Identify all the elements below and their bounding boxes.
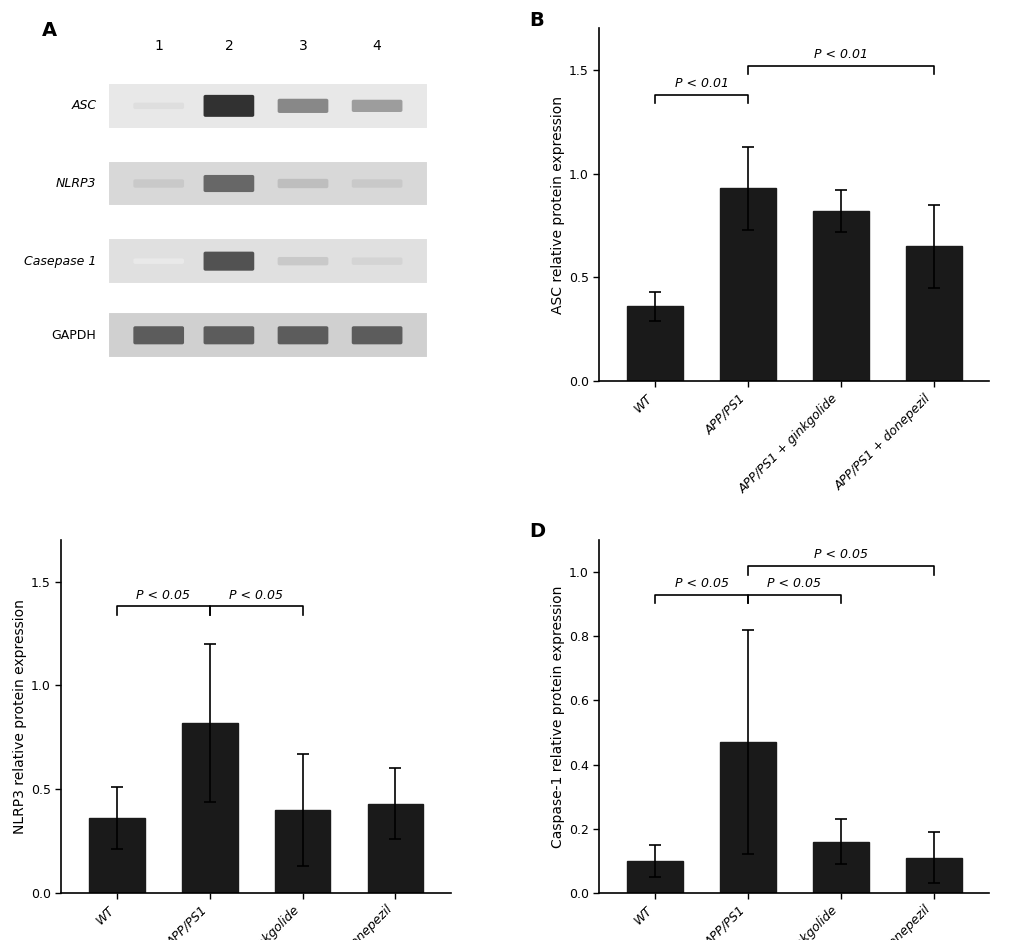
FancyBboxPatch shape — [108, 238, 427, 284]
Text: NLRP3: NLRP3 — [56, 177, 96, 190]
Bar — [627, 306, 683, 382]
Bar — [905, 246, 961, 382]
FancyBboxPatch shape — [204, 175, 254, 192]
FancyBboxPatch shape — [277, 257, 328, 265]
Bar — [812, 841, 868, 893]
FancyBboxPatch shape — [352, 326, 403, 344]
FancyBboxPatch shape — [352, 100, 403, 112]
FancyBboxPatch shape — [108, 312, 427, 358]
Text: P < 0.05: P < 0.05 — [813, 548, 867, 561]
Bar — [274, 810, 330, 893]
FancyBboxPatch shape — [133, 326, 183, 344]
Text: ASC: ASC — [71, 100, 96, 113]
FancyBboxPatch shape — [204, 252, 254, 271]
Bar — [719, 188, 775, 382]
Text: P < 0.01: P < 0.01 — [674, 77, 728, 90]
Text: 1: 1 — [154, 39, 163, 53]
Text: Casepase 1: Casepase 1 — [23, 255, 96, 268]
Text: P < 0.05: P < 0.05 — [674, 577, 728, 590]
Text: P < 0.01: P < 0.01 — [813, 48, 867, 61]
Y-axis label: ASC relative protein expression: ASC relative protein expression — [550, 96, 565, 314]
FancyBboxPatch shape — [352, 258, 403, 265]
FancyBboxPatch shape — [204, 326, 254, 344]
Bar — [812, 211, 868, 382]
Text: P < 0.05: P < 0.05 — [766, 577, 820, 590]
Text: P < 0.05: P < 0.05 — [229, 589, 283, 602]
Text: P < 0.05: P < 0.05 — [137, 589, 191, 602]
FancyBboxPatch shape — [108, 161, 427, 207]
Bar — [719, 743, 775, 893]
FancyBboxPatch shape — [204, 95, 254, 117]
Bar — [89, 818, 145, 893]
Bar — [627, 861, 683, 893]
FancyBboxPatch shape — [277, 99, 328, 113]
FancyBboxPatch shape — [277, 179, 328, 188]
Text: 2: 2 — [224, 39, 233, 53]
Bar — [367, 804, 423, 893]
Text: 3: 3 — [299, 39, 307, 53]
Text: GAPDH: GAPDH — [52, 329, 96, 342]
Bar — [905, 857, 961, 893]
FancyBboxPatch shape — [133, 102, 183, 109]
Bar — [181, 723, 237, 893]
FancyBboxPatch shape — [108, 83, 427, 129]
Y-axis label: NLRP3 relative protein expression: NLRP3 relative protein expression — [12, 599, 26, 834]
FancyBboxPatch shape — [133, 258, 183, 264]
Y-axis label: Caspase-1 relative protein expression: Caspase-1 relative protein expression — [550, 586, 565, 848]
Text: B: B — [529, 10, 543, 29]
Text: D: D — [529, 523, 545, 541]
FancyBboxPatch shape — [133, 180, 183, 188]
FancyBboxPatch shape — [352, 180, 403, 188]
Text: 4: 4 — [372, 39, 381, 53]
Text: A: A — [42, 21, 57, 40]
FancyBboxPatch shape — [277, 326, 328, 344]
